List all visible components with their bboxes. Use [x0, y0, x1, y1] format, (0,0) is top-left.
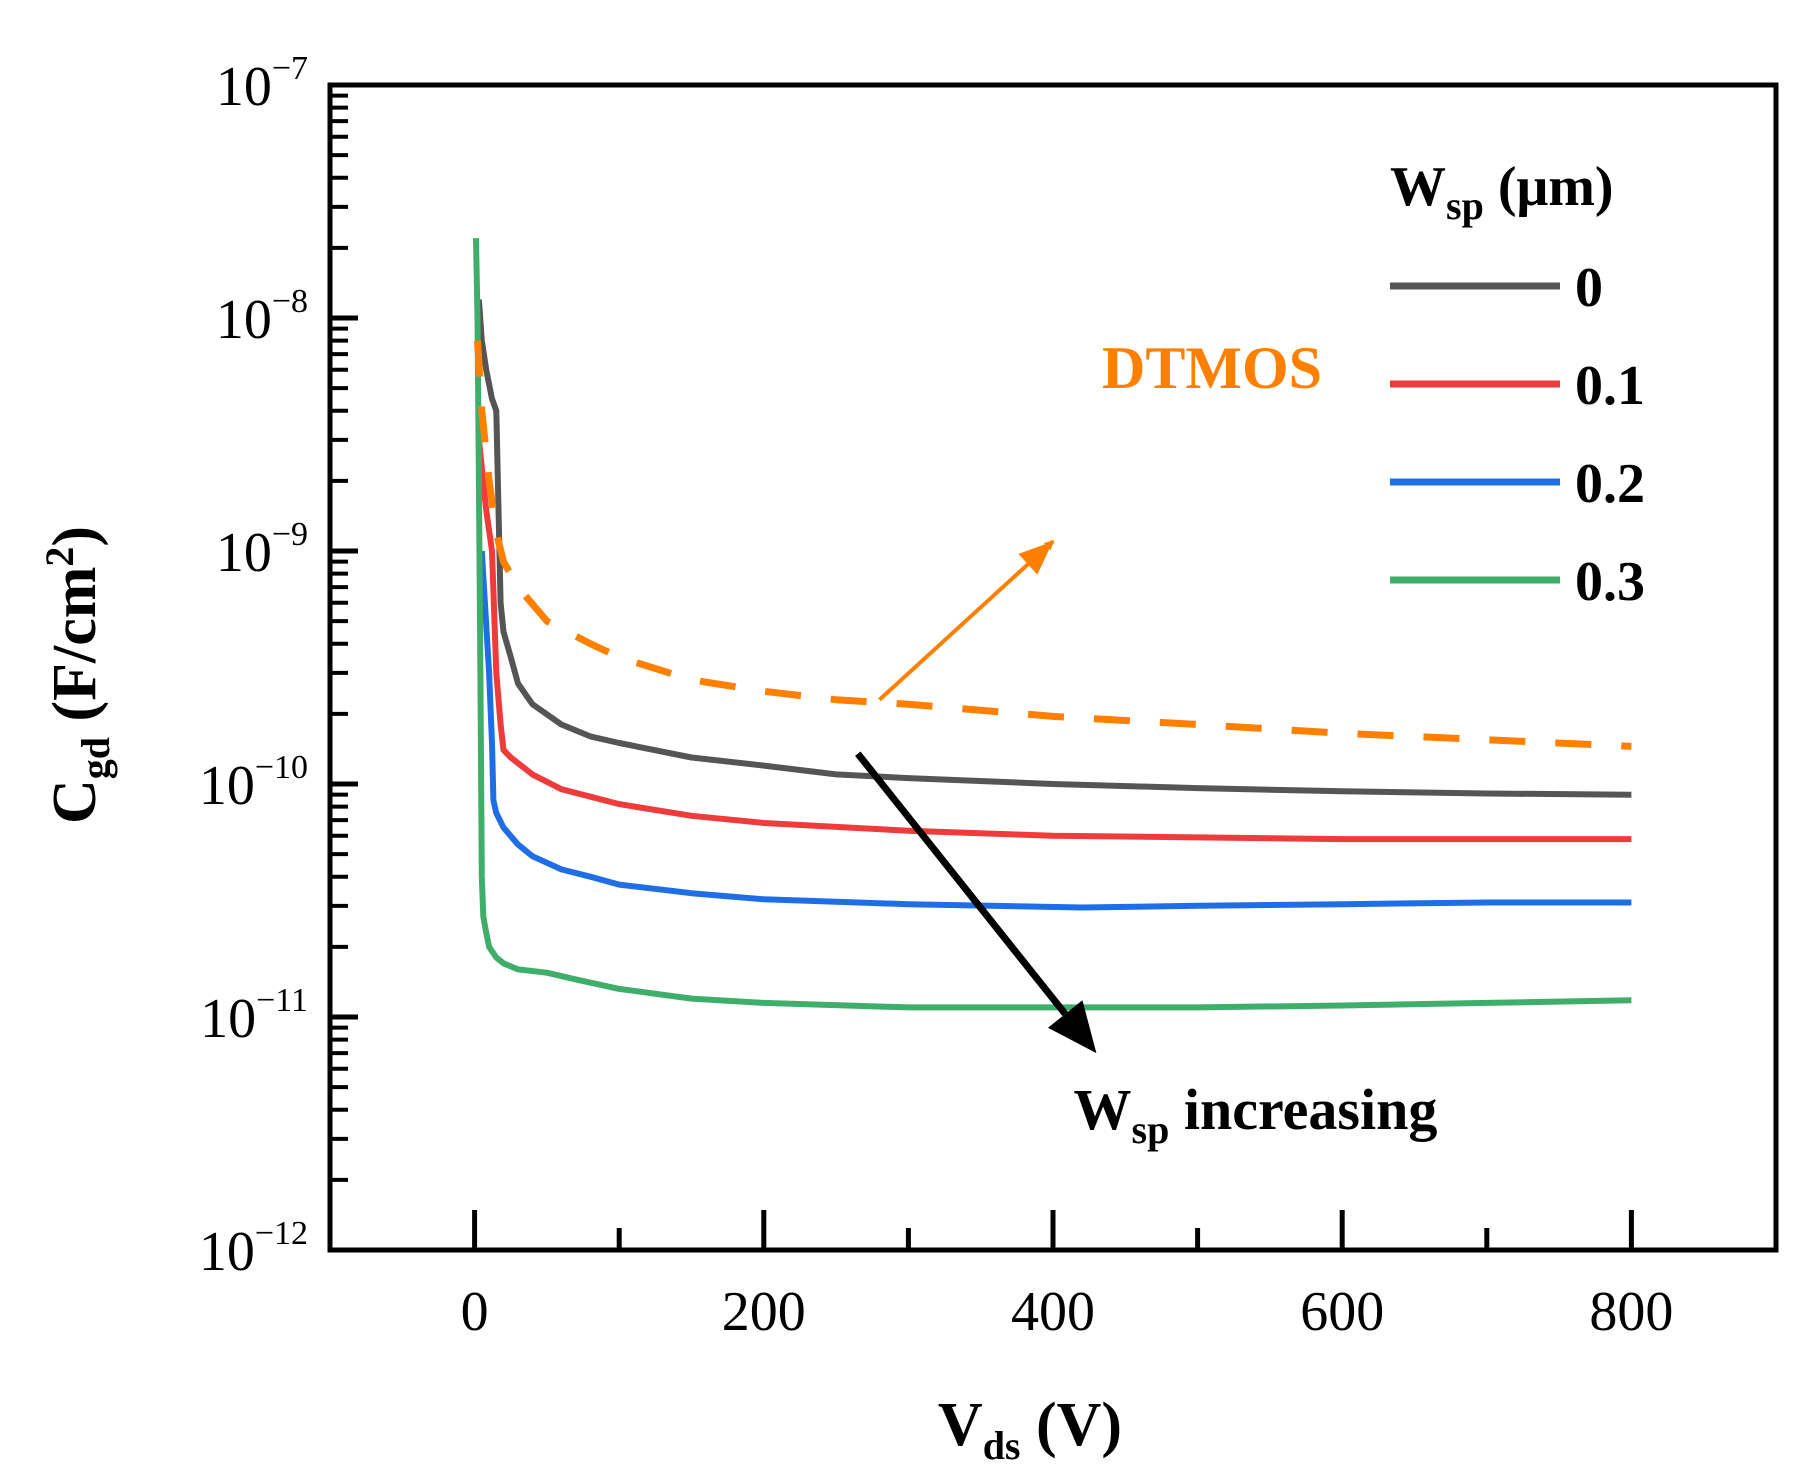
x-tick-label: 0 [461, 1281, 489, 1343]
series-line-dtmos [474, 340, 1632, 750]
y-tick-label: 10−8 [216, 283, 308, 351]
legend-title: Wsp (μm) [1390, 156, 1614, 228]
x-tick-label: 400 [1011, 1281, 1095, 1343]
y-tick-base: 10 [216, 56, 272, 118]
series-line-0-2 [478, 550, 1632, 911]
y-tick-label: 10−7 [216, 50, 308, 118]
y-axis-title-unit-suffix: ) [41, 526, 109, 547]
y-tick-label: 10−12 [199, 1215, 308, 1283]
x-tick-label: 800 [1589, 1281, 1673, 1343]
legend-title-sub: sp [1446, 183, 1484, 228]
legend-title-main: W [1390, 156, 1446, 218]
y-axis-title-main: C [41, 779, 109, 824]
legend-label: 0 [1575, 257, 1603, 319]
y-tick-exponent: −8 [272, 283, 308, 320]
wsp-increasing-arrowhead [1048, 1000, 1097, 1054]
x-axis-title-main: V [938, 1391, 983, 1459]
y-tick-base: 10 [199, 1221, 255, 1283]
y-axis-title-unit-sup: 2 [37, 547, 82, 567]
series-line-0 [475, 299, 1632, 798]
dtmos-arrowhead [1018, 541, 1053, 575]
plot-frame [327, 82, 1779, 1253]
y-tick-base: 10 [216, 289, 272, 351]
legend-items: 0 0.1 0.2 0.3 [1390, 257, 1645, 613]
x-tick-label: 200 [722, 1281, 806, 1343]
x-axis-title-sub: ds [983, 1423, 1021, 1468]
series-line-0-1 [475, 439, 1632, 843]
y-tick-exponent: −10 [255, 749, 308, 786]
series-line-0-3 [473, 238, 1632, 1011]
axes: 0 200 400 600 800 10−1210−1110−1010−910−810−… [199, 50, 1674, 1343]
y-axis-title-sub: gd [73, 737, 118, 779]
y-tick-exponent: −9 [272, 516, 308, 553]
y-tick-label: 10−9 [216, 516, 308, 584]
y-tick-label: 10−10 [199, 749, 308, 817]
dtmos-arrow [878, 539, 1055, 702]
y-tick-label: 10−11 [200, 982, 308, 1050]
y-tick-exponent: −7 [272, 50, 308, 87]
legend: Wsp (μm) 0 0.1 0.2 0.3 [1390, 156, 1645, 613]
x-axis-title-unit: (V) [1021, 1391, 1123, 1459]
y-tick-base: 10 [216, 522, 272, 584]
y-tick-base: 10 [200, 988, 256, 1050]
legend-label: 0.1 [1575, 355, 1645, 417]
wsp-increasing-arrow [855, 751, 1068, 1017]
wsp-increasing-label: Wsp increasing [1074, 1077, 1438, 1152]
dtmos-annotation-label: DTMOS [1102, 335, 1322, 401]
series-layer [473, 238, 1632, 1011]
wsp-increasing-sub: sp [1132, 1107, 1170, 1152]
x-axis-title: Vds (V) [938, 1391, 1122, 1468]
legend-label: 0.3 [1575, 551, 1645, 613]
annotations: DTMOS Wsp increasing [855, 335, 1438, 1152]
y-tick-exponent: −12 [255, 1215, 308, 1252]
legend-title-unit: (μm) [1484, 156, 1614, 218]
x-ticks: 0 200 400 600 800 [461, 1210, 1673, 1343]
y-tick-base: 10 [199, 755, 255, 817]
y-axis-title-unit-prefix: (F/cm [41, 567, 109, 737]
y-tick-exponent: −11 [256, 982, 308, 1019]
legend-label: 0.2 [1575, 453, 1645, 515]
wsp-increasing-rest: increasing [1169, 1077, 1437, 1142]
wsp-increasing-main: W [1074, 1077, 1132, 1142]
x-tick-label: 600 [1300, 1281, 1384, 1343]
y-axis-title: Cgd (F/cm2) [37, 526, 118, 824]
